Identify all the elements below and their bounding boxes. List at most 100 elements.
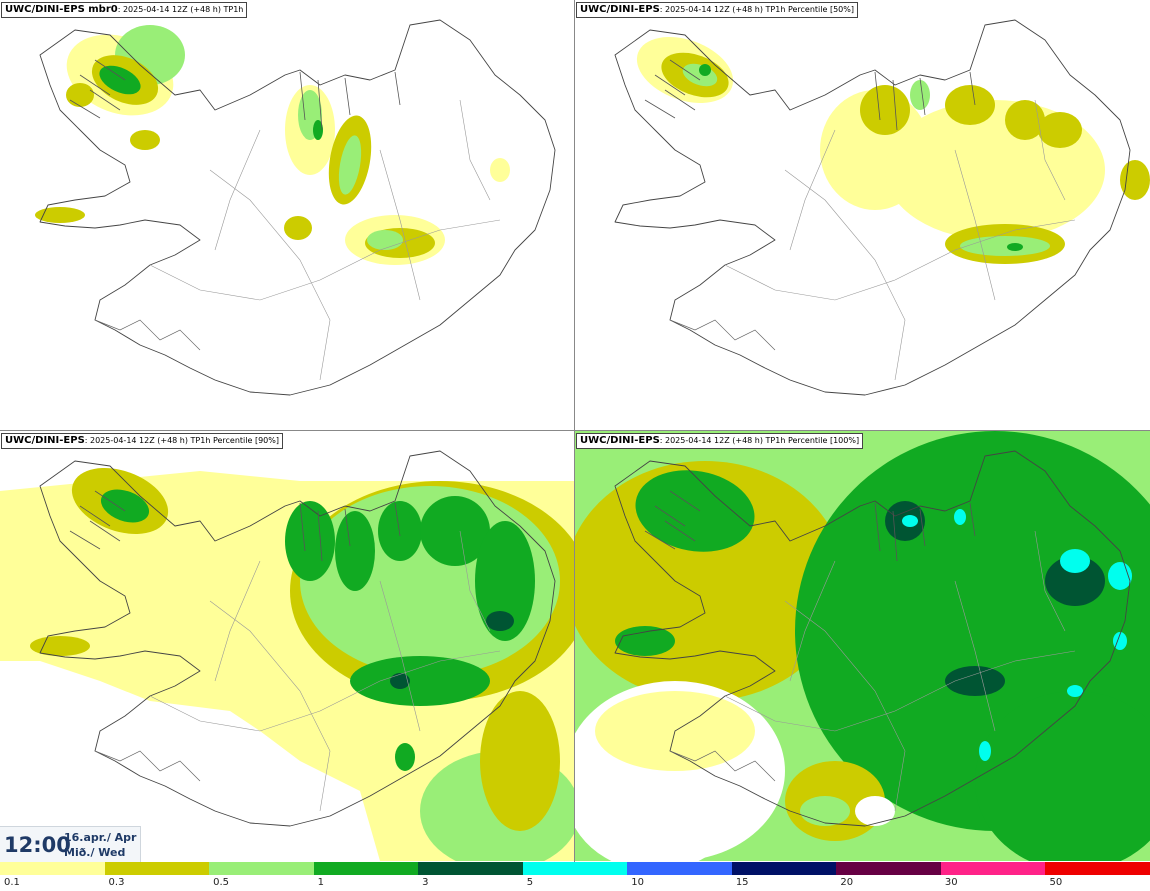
legend-swatch (104, 862, 211, 875)
fjord-lines (874, 71, 976, 131)
legend-swatch (418, 862, 524, 875)
precip-area (979, 741, 991, 761)
panel-divider-vertical (574, 0, 575, 862)
legend-tick-label: 10 (631, 877, 644, 888)
precip-area (475, 521, 535, 641)
legend-swatch (313, 862, 420, 875)
legend-swatch (522, 862, 629, 875)
legend-swatch (940, 862, 1047, 875)
precip-area (66, 83, 94, 107)
precip-area (910, 80, 930, 110)
precip-area (975, 691, 1150, 861)
precip-area (800, 796, 850, 826)
fjord-lines (874, 502, 976, 562)
precip-area (480, 691, 560, 831)
panel-title: UWC/DINI-EPS: 2025-04-14 12Z (+48 h) TP1… (576, 2, 858, 18)
map-panel-p90: UWC/DINI-EPS: 2025-04-14 12Z (+48 h) TP1… (0, 431, 575, 861)
precip-area (285, 501, 335, 581)
fjord-lines (644, 490, 701, 550)
precip-area (1060, 549, 1090, 573)
precip-area (378, 501, 422, 561)
legend-tick-label: 15 (735, 877, 749, 888)
legend-tick-label: 0.3 (108, 877, 125, 888)
coastline (39, 450, 556, 827)
legend-swatch (627, 862, 733, 875)
road-network (724, 99, 1076, 381)
legend-tick-label: 20 (840, 877, 854, 888)
map-panel-p50: UWC/DINI-EPS: 2025-04-14 12Z (+48 h) TP1… (575, 0, 1150, 430)
precip-map-p50 (614, 19, 1150, 396)
legend-swatch (731, 862, 838, 875)
precip-area (284, 216, 312, 240)
precip-area (1007, 243, 1023, 251)
panel-title: UWC/DINI-EPS: 2025-04-14 12Z (+48 h) TP1… (576, 433, 864, 449)
coastline (614, 19, 1131, 396)
coastline (39, 19, 556, 396)
precip-area (420, 496, 490, 566)
road-network (149, 530, 501, 812)
precip-area (30, 636, 90, 656)
precip-area (99, 65, 141, 95)
precip-area (35, 207, 85, 223)
map-panel-p100: UWC/DINI-EPS: 2025-04-14 12Z (+48 h) TP1… (575, 431, 1150, 861)
precip-area (635, 470, 755, 552)
road-network (94, 750, 201, 782)
fjord-lines (69, 490, 126, 550)
precip-area (486, 611, 514, 631)
precip-area (1045, 556, 1105, 606)
fjord-lines (299, 502, 401, 562)
panel-title: UWC/DINI-EPS mbr0: 2025-04-14 12Z (+48 h… (1, 2, 248, 18)
road-network (94, 319, 201, 351)
precip-area (1038, 112, 1082, 148)
legend-tick-label: 30 (944, 877, 958, 888)
road-network (669, 319, 776, 351)
panel-divider-horizontal (0, 430, 1150, 431)
precip-area (945, 666, 1005, 696)
coastline (614, 450, 1131, 827)
precip-map-p90 (0, 450, 575, 861)
valid-weekday: Mið./ Wed (64, 846, 126, 859)
road-network (669, 750, 776, 782)
road-network (724, 530, 1076, 812)
precip-area (130, 130, 160, 150)
precip-area (338, 135, 362, 195)
fjord-lines (644, 59, 701, 119)
precip-map-member0 (35, 19, 556, 396)
valid-time: 12:00 (4, 833, 71, 857)
precip-area (615, 626, 675, 656)
legend-swatch (1045, 862, 1150, 875)
road-network (149, 99, 501, 381)
panel-title: UWC/DINI-EPS: 2025-04-14 12Z (+48 h) TP1… (1, 433, 283, 449)
legend-tick-label: 5 (526, 877, 534, 888)
valid-time-box: 12:00 16.apr./ Apr Mið./ Wed (0, 826, 141, 863)
legend-swatch (209, 862, 315, 875)
legend-tick-label: 3 (422, 877, 429, 888)
fjord-lines (299, 71, 401, 131)
legend-tick-label: 0.1 (4, 877, 20, 888)
precip-area (945, 85, 995, 125)
precip-area (350, 656, 490, 706)
legend-tick-label: 50 (1049, 877, 1063, 888)
precip-area (954, 509, 966, 525)
map-panel-member0: UWC/DINI-EPS mbr0: 2025-04-14 12Z (+48 h… (0, 0, 575, 430)
precip-area (395, 743, 415, 771)
valid-date: 16.apr./ Apr (64, 831, 137, 844)
fjord-lines (69, 59, 126, 119)
color-legend: 0.1 0.3 0.5 1 3 5 10 15 20 30 50 (0, 862, 1150, 891)
precip-area (390, 673, 410, 689)
precip-area (367, 230, 403, 250)
precip-area (490, 158, 510, 182)
precip-area (1005, 100, 1045, 140)
precip-area (960, 236, 1050, 256)
precip-area (313, 120, 323, 140)
precip-area (100, 489, 150, 523)
legend-tick-label: 0.5 (213, 877, 229, 888)
legend-tick-label: 1 (317, 877, 324, 888)
legend-swatch (0, 862, 106, 875)
precip-area (902, 515, 918, 527)
precip-area (1067, 685, 1083, 697)
legend-swatch (836, 862, 942, 875)
precip-area (1120, 160, 1150, 200)
precip-area (1113, 632, 1127, 650)
precip-area (855, 796, 895, 826)
